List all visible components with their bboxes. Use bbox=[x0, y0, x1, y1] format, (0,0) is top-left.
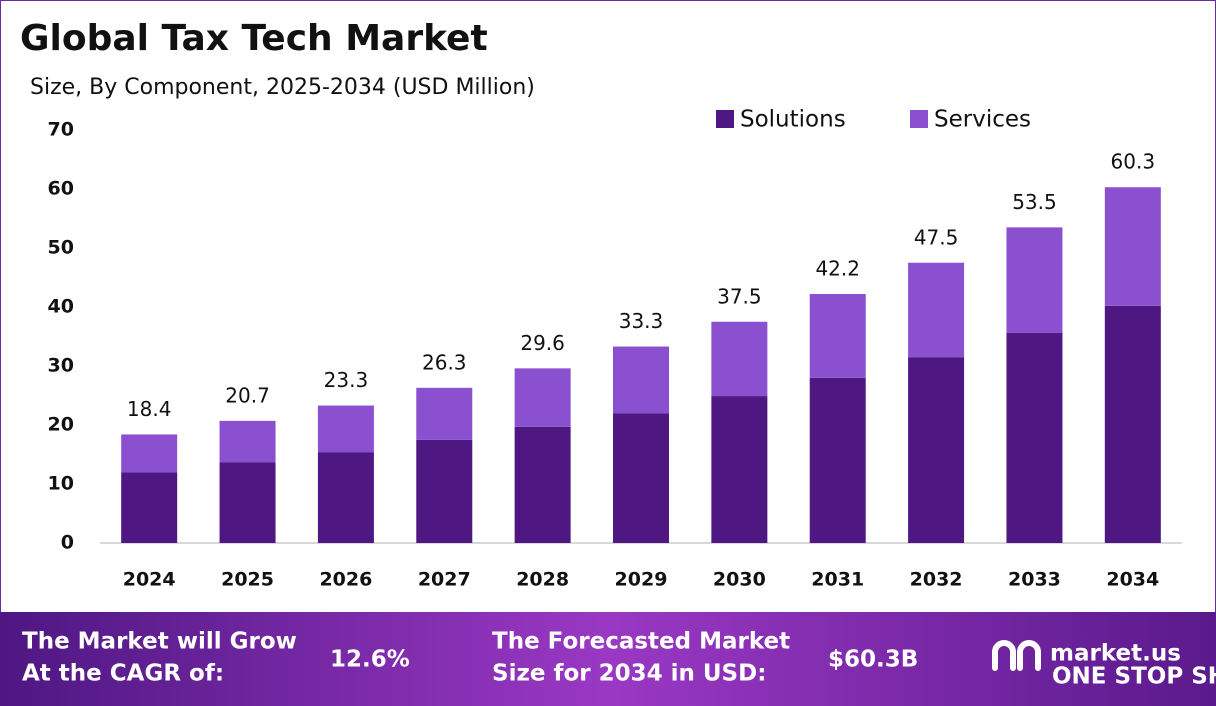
brand-icon bbox=[992, 640, 1041, 671]
forecast-value: $60.3B bbox=[828, 647, 918, 673]
cagr-label: At the CAGR of: bbox=[22, 661, 224, 687]
y-tick-label: 10 bbox=[48, 473, 74, 495]
bar-segment bbox=[416, 387, 473, 440]
bar-segment bbox=[121, 472, 178, 543]
bar-segment bbox=[1006, 227, 1063, 333]
bar-segment bbox=[317, 405, 374, 453]
x-tick-label: 2034 bbox=[1106, 569, 1159, 591]
x-tick-label: 2033 bbox=[1008, 569, 1061, 591]
y-tick-label: 0 bbox=[61, 532, 74, 554]
y-tick-label: 40 bbox=[48, 296, 74, 318]
legend-label: Services bbox=[934, 107, 1031, 133]
total-label: 23.3 bbox=[324, 368, 369, 392]
x-tick-label: 2031 bbox=[811, 569, 864, 591]
bar-segment bbox=[908, 262, 965, 358]
x-tick-label: 2028 bbox=[516, 569, 569, 591]
bar-segment bbox=[1006, 332, 1063, 543]
bar-segment bbox=[121, 434, 178, 473]
x-tick-label: 2030 bbox=[713, 569, 766, 591]
legend-label: Solutions bbox=[740, 107, 846, 133]
bar-segment bbox=[613, 346, 669, 414]
bar-segment bbox=[1104, 187, 1161, 306]
bar-segment bbox=[219, 462, 276, 543]
total-label: 47.5 bbox=[914, 225, 959, 249]
tagline: ONE STOP SHOP FOR THE REPORTS bbox=[1052, 664, 1216, 690]
total-label: 42.2 bbox=[815, 257, 860, 281]
legend-swatch bbox=[716, 110, 734, 128]
total-label: 33.3 bbox=[619, 309, 664, 333]
x-tick-label: 2027 bbox=[418, 569, 471, 591]
total-label: 37.5 bbox=[717, 284, 762, 308]
y-tick-label: 70 bbox=[48, 119, 74, 141]
bar-segment bbox=[1104, 305, 1161, 543]
total-label: 26.3 bbox=[422, 350, 467, 374]
bar-segment bbox=[711, 396, 768, 543]
total-label: 18.4 bbox=[127, 397, 172, 421]
bar-segment bbox=[711, 321, 768, 397]
bar-segment bbox=[219, 420, 276, 463]
total-label: 20.7 bbox=[225, 383, 270, 407]
total-label: 53.5 bbox=[1012, 190, 1057, 214]
total-label: 29.6 bbox=[520, 331, 565, 355]
footer-band bbox=[0, 612, 1216, 706]
bar-segment bbox=[809, 294, 866, 378]
bar-segment bbox=[809, 377, 866, 543]
bar-segment bbox=[514, 426, 571, 543]
cagr-label: The Market will Grow bbox=[22, 629, 297, 655]
x-tick-label: 2025 bbox=[221, 569, 274, 591]
bar-segment bbox=[514, 368, 571, 427]
x-tick-label: 2024 bbox=[123, 569, 176, 591]
bar-segment bbox=[317, 452, 374, 543]
x-tick-label: 2032 bbox=[910, 569, 963, 591]
forecast-label: The Forecasted Market bbox=[492, 629, 790, 655]
chart-title: Global Tax Tech Market bbox=[20, 18, 488, 59]
x-tick-label: 2026 bbox=[319, 569, 372, 591]
y-tick-label: 30 bbox=[48, 355, 74, 377]
legend-swatch bbox=[910, 110, 928, 128]
bar-segment bbox=[908, 357, 965, 543]
y-tick-label: 50 bbox=[48, 237, 74, 259]
total-label: 60.3 bbox=[1111, 150, 1156, 174]
y-tick-label: 60 bbox=[48, 178, 74, 200]
cagr-value: 12.6% bbox=[330, 647, 410, 673]
brand: market.us bbox=[1050, 641, 1181, 667]
chart-subtitle: Size, By Component, 2025-2034 (USD Milli… bbox=[30, 75, 535, 100]
bar-segment bbox=[416, 439, 473, 543]
x-tick-label: 2029 bbox=[615, 569, 668, 591]
y-tick-label: 20 bbox=[48, 414, 74, 436]
bar-segment bbox=[613, 413, 669, 543]
forecast-label: Size for 2034 in USD: bbox=[492, 661, 766, 687]
